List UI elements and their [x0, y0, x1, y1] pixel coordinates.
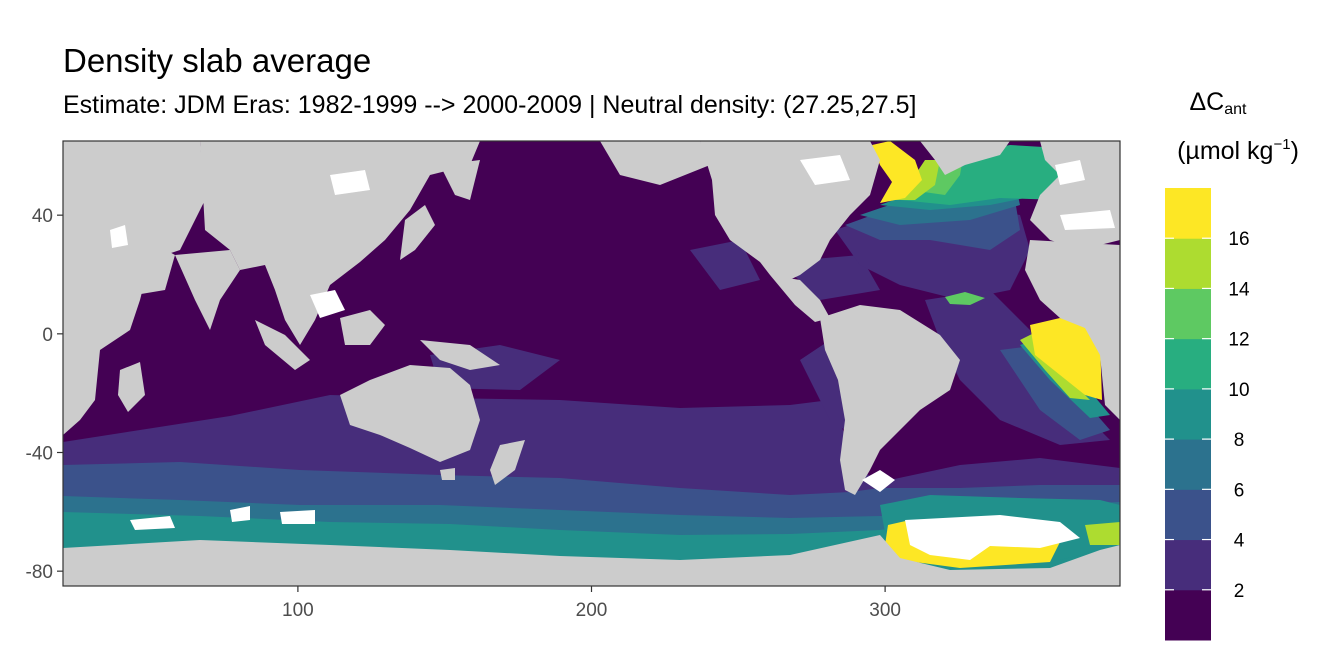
legend-break-label: 6 [1234, 480, 1245, 501]
land-central-america [770, 275, 830, 322]
legend-unit-prefix: (µmol kg [1177, 137, 1274, 165]
legend-bin-swatch [1165, 388, 1211, 440]
legend-bin-swatch [1165, 589, 1211, 641]
legend-bin-swatch [1165, 288, 1211, 340]
legend-break-label: 10 [1228, 380, 1249, 401]
missing-data-patches [110, 155, 1115, 530]
legend-title-symbol-text: ΔC [1189, 88, 1225, 116]
legend-break-label: 14 [1228, 279, 1250, 300]
labrador-sea-high [872, 141, 922, 203]
legend-break-label: 4 [1234, 531, 1245, 552]
y-axis: 40 0 -40 -80 [26, 206, 63, 583]
weddell-band-15 [1085, 522, 1120, 545]
legend-break-label: 2 [1234, 581, 1245, 602]
land-arabia [125, 230, 175, 295]
legend-bin-swatch [1165, 338, 1211, 390]
land-india [175, 250, 240, 330]
land-sumatra [255, 320, 310, 370]
y-tick-label: 0 [42, 325, 53, 346]
map-panel [63, 141, 1120, 586]
land-alaska [600, 141, 710, 185]
eastern-atlantic-high [1030, 318, 1102, 400]
y-tick-label: -80 [26, 562, 53, 583]
missing-patch-caspian [110, 225, 128, 248]
land-madagascar [118, 362, 145, 412]
land-masses [63, 141, 1120, 586]
legend-bin-swatch [1165, 188, 1211, 239]
land-south-america [820, 305, 960, 495]
chart-title: Density slab average [63, 42, 372, 79]
y-tick-label: -40 [26, 444, 53, 465]
land-greenland [920, 141, 1010, 175]
y-tick-label: 40 [32, 206, 53, 227]
land-japan [400, 205, 435, 260]
tropical-atlantic-band-13 [945, 292, 985, 305]
missing-patch-ross-3 [280, 510, 315, 524]
missing-patch-south-america [862, 470, 895, 492]
band-central-pacific [690, 240, 760, 290]
missing-patch-hudson [800, 155, 850, 185]
missing-patch-indonesia [310, 290, 345, 318]
legend-unit-superscript: −1 [1273, 136, 1291, 153]
land-new-zealand [490, 440, 525, 485]
legend-unit-suffix: ) [1290, 137, 1299, 165]
missing-patch-baltic [1055, 160, 1085, 185]
land-tasmania [440, 468, 455, 480]
missing-patch-med [1060, 210, 1115, 230]
legend-break-label: 12 [1228, 330, 1249, 351]
land-asia [200, 141, 480, 300]
missing-patch-asia-north [330, 170, 370, 195]
legend-bin-swatch [1165, 539, 1211, 591]
land-indochina [265, 262, 330, 345]
legend-title-unit: (µmol kg−1) [1158, 136, 1318, 166]
legend-title-symbol: ΔCant [1168, 88, 1268, 119]
x-axis: 100 200 300 [282, 586, 901, 621]
land-antarctica [63, 535, 1120, 586]
chart-subtitle: Estimate: JDM Eras: 1982-1999 --> 2000-2… [63, 91, 917, 119]
tropical-atlantic-band-5 [1000, 345, 1110, 440]
x-tick-label: 100 [282, 600, 314, 621]
x-tick-label: 300 [869, 600, 901, 621]
missing-patch-ross-2 [230, 506, 250, 522]
weddell-ice-shelf-missing [905, 515, 1080, 560]
legend-bin-swatch [1165, 238, 1211, 289]
land-borneo [340, 310, 385, 345]
land-africa-west [1025, 240, 1120, 420]
x-tick-label: 200 [576, 600, 608, 621]
legend-bin-swatch [1165, 489, 1211, 541]
legend-title-subscript: ant [1224, 101, 1247, 118]
land-australia [340, 365, 480, 462]
land-new-guinea [420, 340, 500, 370]
missing-patch-ross [130, 516, 175, 530]
legend-bin-swatch [1165, 439, 1211, 490]
land-kamchatka [440, 160, 480, 200]
legend-break-label: 8 [1234, 430, 1245, 451]
legend-colorbar: 2 4 6 8 10 12 14 16 [1165, 188, 1250, 641]
legend-break-label: 16 [1228, 229, 1249, 250]
